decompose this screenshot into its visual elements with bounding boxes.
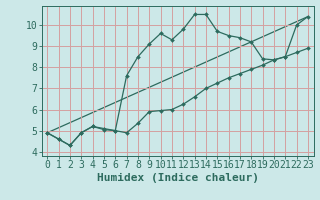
X-axis label: Humidex (Indice chaleur): Humidex (Indice chaleur) (97, 173, 259, 183)
